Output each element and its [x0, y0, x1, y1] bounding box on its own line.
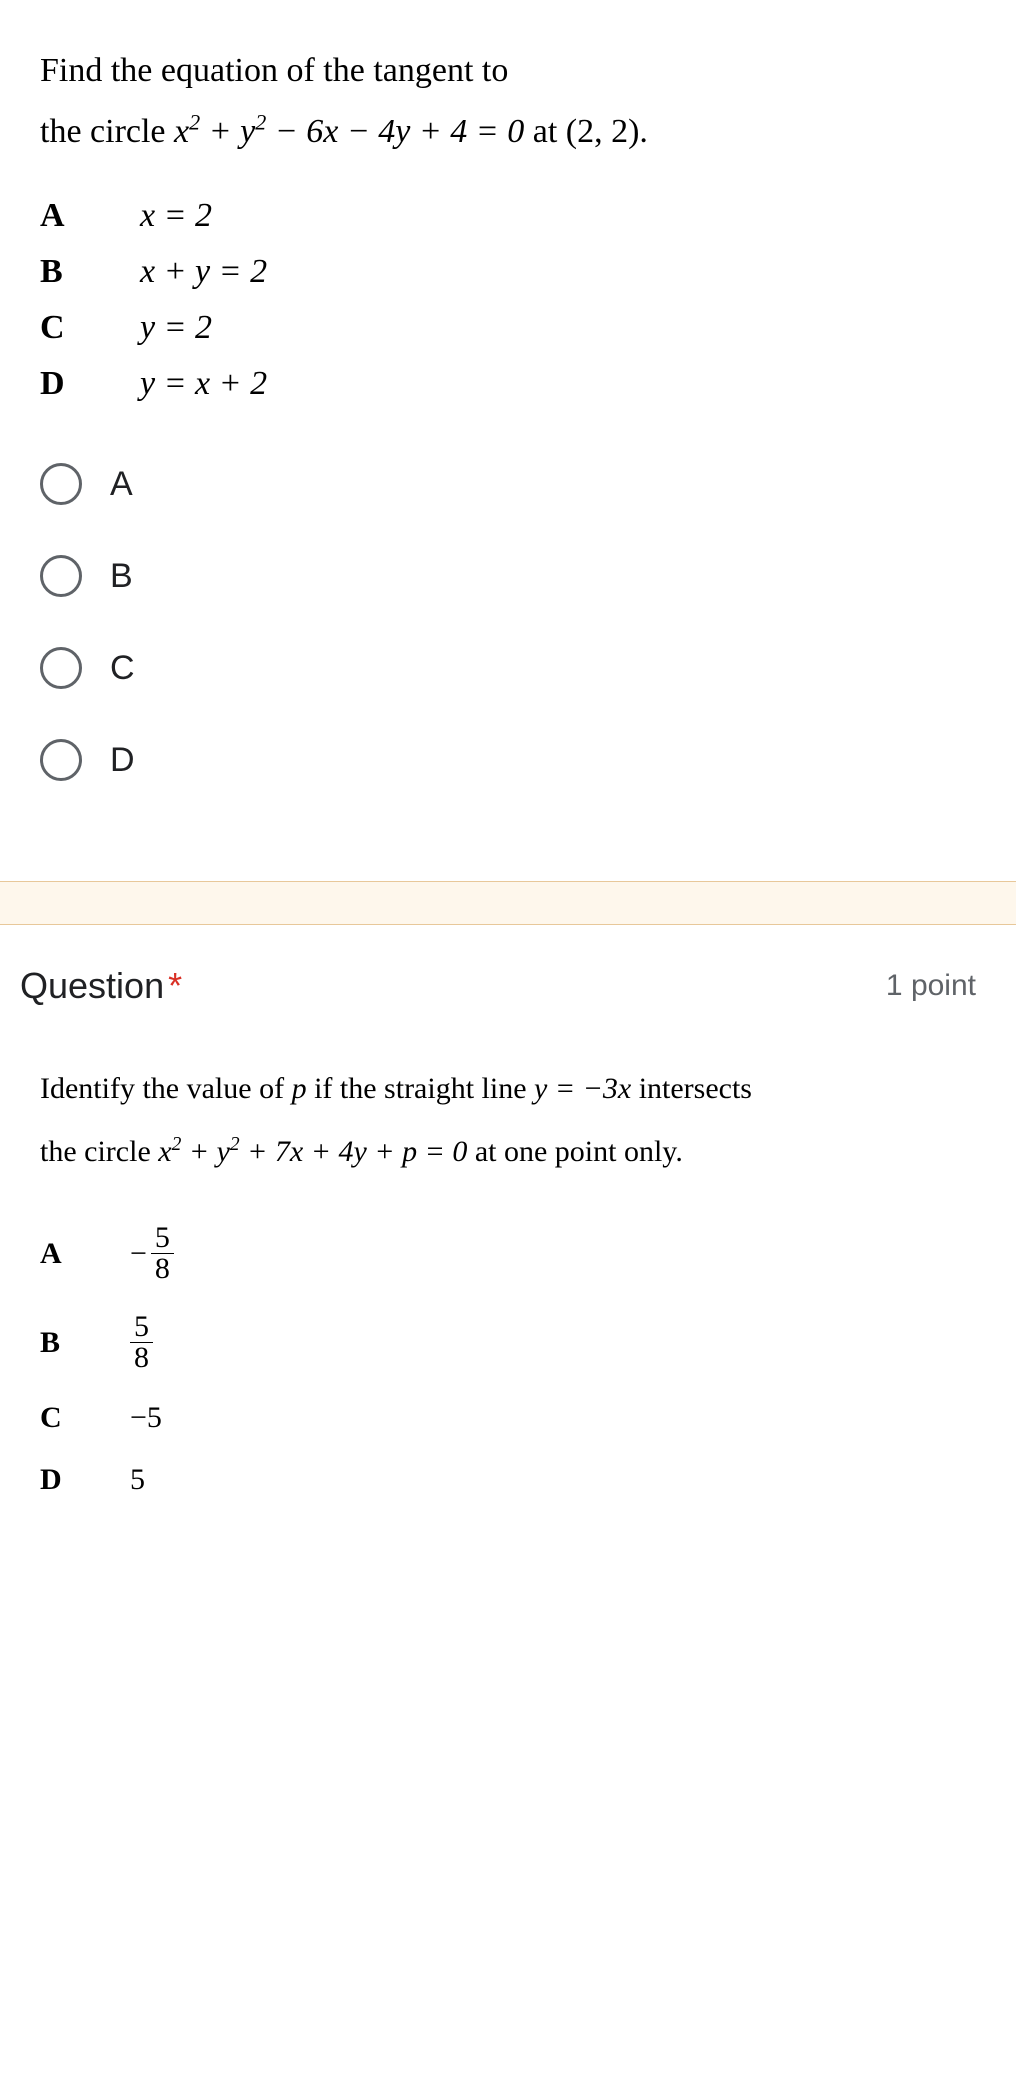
q1-problem: Find the equation of the tangent to the …: [40, 40, 976, 162]
q1-line2-post: at (2, 2).: [524, 113, 648, 150]
fraction: 58: [151, 1223, 174, 1284]
radio-option-d[interactable]: D: [40, 739, 976, 781]
q2-l2-eq: x2 + y2 + 7x + 4y + p = 0: [158, 1135, 467, 1168]
negative-sign: −: [130, 1237, 147, 1270]
q2-choice-a: A −58: [40, 1223, 976, 1284]
radio-label: D: [110, 741, 135, 780]
q1-choice-d: D y = x + 2: [40, 365, 976, 403]
choice-letter: B: [40, 253, 140, 291]
q2-choice-d: D 5: [40, 1463, 976, 1497]
required-star: *: [168, 965, 182, 1006]
question-1-block: Find the equation of the tangent to the …: [0, 0, 1016, 881]
choice-letter: D: [40, 1463, 130, 1497]
radio-label: B: [110, 557, 133, 596]
q1-choice-a: A x = 2: [40, 197, 976, 235]
choice-value: x = 2: [140, 197, 212, 235]
fraction: 58: [130, 1312, 153, 1373]
radio-label: A: [110, 465, 133, 504]
q2-l1-eq: y = −3x: [534, 1072, 631, 1105]
radio-icon: [40, 555, 82, 597]
q1-choice-b: B x + y = 2: [40, 253, 976, 291]
q2-l1-post: intersects: [631, 1072, 752, 1105]
choice-letter: A: [40, 197, 140, 235]
q1-choice-c: C y = 2: [40, 309, 976, 347]
radio-icon: [40, 647, 82, 689]
q1-problem-line1: Find the equation of the tangent to: [40, 40, 976, 101]
points-label: 1 point: [886, 969, 976, 1003]
radio-option-b[interactable]: B: [40, 555, 976, 597]
q2-choice-b: B 58: [40, 1312, 976, 1373]
q2-l1-pre: Identify the value of: [40, 1072, 292, 1105]
q1-problem-line2: the circle x2 + y2 − 6x − 4y + 4 = 0 at …: [40, 101, 976, 162]
q1-line2-pre: the circle: [40, 113, 174, 150]
choice-letter: D: [40, 365, 140, 403]
q2-header: Question * 1 point: [0, 925, 1016, 1017]
choice-letter: C: [40, 1401, 130, 1435]
q2-choice-c: C −5: [40, 1401, 976, 1435]
choice-value: y = 2: [140, 309, 212, 347]
choice-value: x + y = 2: [140, 253, 267, 291]
q1-answer-choices: A x = 2 B x + y = 2 C y = 2 D y = x + 2: [40, 197, 976, 403]
choice-letter: B: [40, 1326, 130, 1360]
choice-value: −5: [130, 1401, 162, 1435]
fraction-den: 8: [130, 1342, 153, 1373]
q1-radio-group: A B C D: [40, 463, 976, 781]
choice-value: 58: [130, 1312, 153, 1373]
fraction-num: 5: [130, 1312, 153, 1342]
choice-value: y = x + 2: [140, 365, 267, 403]
radio-icon: [40, 739, 82, 781]
q2-line1: Identify the value of p if the straight …: [40, 1057, 976, 1120]
q2-problem: Identify the value of p if the straight …: [0, 1017, 1016, 1213]
choice-value: −58: [130, 1223, 174, 1284]
choice-letter: A: [40, 1237, 130, 1271]
question-2-block: Question * 1 point Identify the value of…: [0, 925, 1016, 1555]
radio-icon: [40, 463, 82, 505]
q2-l2-pre: the circle: [40, 1135, 158, 1168]
radio-option-c[interactable]: C: [40, 647, 976, 689]
radio-option-a[interactable]: A: [40, 463, 976, 505]
q2-line2: the circle x2 + y2 + 7x + 4y + p = 0 at …: [40, 1120, 976, 1183]
choice-letter: C: [40, 309, 140, 347]
q2-l2-post: at one point only.: [467, 1135, 683, 1168]
q2-l1-var: p: [292, 1072, 307, 1105]
q1-equation: x2 + y2 − 6x − 4y + 4 = 0: [174, 113, 524, 150]
section-divider: [0, 881, 1016, 925]
fraction-num: 5: [151, 1223, 174, 1253]
q2-title-wrap: Question *: [20, 965, 182, 1007]
question-title: Question: [20, 965, 164, 1006]
choice-value: 5: [130, 1463, 145, 1497]
fraction-den: 8: [151, 1253, 174, 1284]
q2-answer-choices: A −58 B 58 C −5 D 5: [0, 1213, 1016, 1555]
radio-label: C: [110, 649, 135, 688]
q2-l1-mid: if the straight line: [307, 1072, 534, 1105]
